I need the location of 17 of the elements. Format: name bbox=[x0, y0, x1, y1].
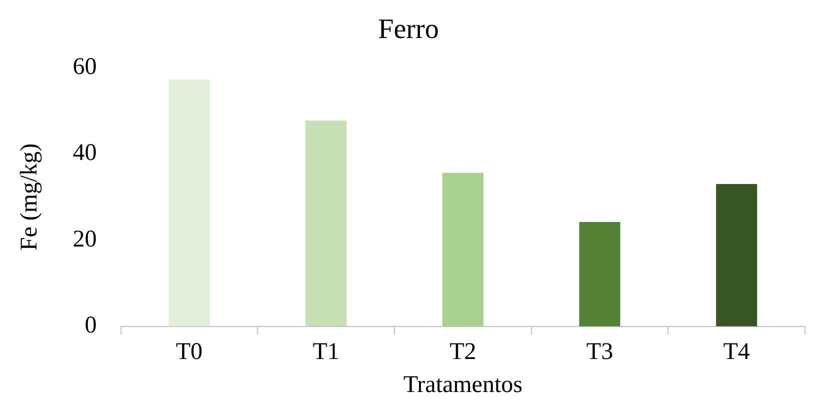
bar bbox=[442, 172, 484, 326]
chart-title: Ferro bbox=[378, 14, 439, 46]
bar bbox=[716, 184, 758, 326]
x-tick-label: T3 bbox=[586, 339, 614, 366]
x-tick-label: T0 bbox=[176, 339, 203, 366]
x-axis-title: Tratamentos bbox=[403, 372, 522, 398]
bar bbox=[168, 80, 210, 326]
bar bbox=[579, 222, 620, 326]
x-tick-label: T1 bbox=[312, 339, 340, 366]
y-tick-label: 40 bbox=[72, 140, 97, 166]
x-tick-label: T2 bbox=[450, 339, 476, 366]
bar bbox=[306, 120, 347, 326]
y-tick-label: 0 bbox=[84, 312, 97, 339]
x-tick-label: T4 bbox=[723, 339, 750, 366]
y-axis-title: Fe (mg/kg) bbox=[16, 143, 43, 251]
y-tick-label: 60 bbox=[72, 54, 97, 80]
y-tick-label: 20 bbox=[72, 226, 97, 252]
